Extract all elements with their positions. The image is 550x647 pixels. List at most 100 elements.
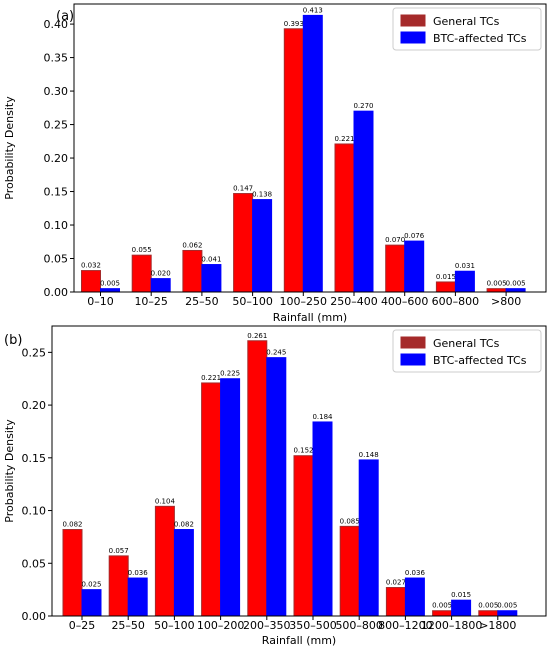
bar-general-7 (385, 587, 406, 617)
bar-value-label: 0.082 (174, 521, 194, 529)
x-tick-label: 600–800 (432, 295, 480, 308)
bar-btc-9 (497, 610, 518, 617)
bar-value-label: 0.225 (220, 370, 240, 378)
x-tick-label: 100–200 (197, 619, 245, 632)
x-tick-label: 50–100 (154, 619, 195, 632)
bar-value-label: 0.005 (432, 602, 452, 610)
bar-value-label: 0.015 (436, 273, 456, 281)
bar-value-label: 0.261 (247, 332, 267, 340)
legend: General TCs BTC-affected TCs (392, 7, 542, 51)
y-tick-label: 0.15 (22, 452, 47, 465)
legend-label-btc: BTC-affected TCs (433, 32, 527, 45)
bar-btc-3 (252, 199, 273, 293)
x-tick-label: >800 (491, 295, 521, 308)
legend-swatch-btc (400, 31, 426, 44)
bar-btc-1 (127, 577, 148, 617)
bar-value-label: 0.005 (100, 280, 120, 288)
legend-label-general: General TCs (433, 15, 500, 28)
bar-btc-6 (358, 459, 379, 617)
bar-value-label: 0.245 (266, 349, 286, 357)
legend-box (392, 7, 542, 51)
y-tick-label: 0.00 (44, 286, 69, 299)
x-tick-label: 500–800 (335, 619, 383, 632)
bar-value-label: 0.184 (312, 413, 333, 421)
bar-btc-5 (312, 421, 333, 617)
plot-frame (73, 3, 547, 293)
x-tick-label: 50–100 (232, 295, 273, 308)
legend-swatch-general (400, 14, 426, 27)
bar-general-1 (131, 254, 152, 293)
bar-btc-2 (173, 529, 194, 617)
bar-general-0 (81, 270, 101, 293)
bar-btc-8 (451, 599, 472, 617)
bar-value-label: 0.085 (340, 517, 360, 525)
y-tick-label: 0.15 (44, 186, 69, 199)
bar-value-label: 0.138 (252, 191, 272, 199)
bar-general-6 (385, 244, 406, 293)
bar-btc-1 (150, 278, 171, 293)
bar-btc-4 (302, 14, 323, 293)
bar-btc-2 (201, 264, 222, 293)
bar-value-label: 0.270 (353, 102, 373, 110)
y-tick-label: 0.00 (22, 610, 47, 623)
bar-btc-6 (404, 240, 425, 293)
bar-general-8 (486, 288, 507, 293)
bar-btc-8 (505, 288, 526, 293)
bar-value-label: 0.032 (81, 262, 101, 270)
legend-label-general: General TCs (433, 337, 500, 350)
legend-label-btc: BTC-affected TCs (433, 354, 527, 367)
y-tick-label: 0.40 (44, 18, 69, 31)
y-tick-label: 0.35 (44, 52, 69, 65)
x-axis-title: Rainfall (mm) (273, 311, 347, 324)
bar-value-label: 0.393 (284, 20, 304, 28)
bar-general-4 (247, 340, 268, 617)
legend-swatch-general (400, 336, 426, 349)
y-axis-title: Probability Density (3, 419, 16, 523)
y-tick-label: 0.10 (22, 505, 47, 518)
bar-general-3 (233, 193, 254, 293)
chart-panel-2: 0.082 0.025 0–25 0.057 0.036 25–50 0.104 0.082 5… (3, 325, 547, 647)
bar-value-label: 0.104 (155, 497, 176, 505)
x-axis-title: Rainfall (mm) (262, 634, 336, 647)
panel-label: (a) (56, 9, 74, 24)
bar-value-label: 0.005 (506, 280, 526, 288)
bar-value-label: 0.041 (201, 256, 221, 264)
bar-general-3 (201, 382, 222, 617)
chart-panel-1: 0.032 0.005 0–10 0.055 0.020 10–25 0.062 0.041 2… (3, 3, 547, 324)
x-tick-label: 1200–1800 (421, 619, 483, 632)
bar-general-5 (293, 455, 314, 617)
x-tick-label: 0–10 (87, 295, 114, 308)
bar-general-6 (339, 525, 360, 617)
y-tick-label: 0.05 (44, 253, 69, 266)
x-tick-label: 200–350 (243, 619, 291, 632)
x-tick-label: 350–500 (289, 619, 337, 632)
y-tick-label: 0.20 (44, 152, 69, 165)
x-tick-label: 250–400 (330, 295, 378, 308)
bar-value-label: 0.070 (385, 236, 405, 244)
bar-btc-0 (100, 288, 120, 293)
bar-general-0 (62, 529, 83, 617)
bar-value-label: 0.036 (405, 569, 426, 577)
bar-value-label: 0.055 (132, 246, 152, 254)
y-tick-label: 0.30 (44, 85, 69, 98)
bar-value-label: 0.062 (182, 241, 202, 249)
x-tick-label: 25–50 (111, 619, 145, 632)
x-tick-label: 25–50 (185, 295, 219, 308)
bar-value-label: 0.015 (451, 591, 471, 599)
bar-value-label: 0.221 (201, 374, 221, 382)
plot-frame (51, 325, 547, 617)
bar-value-label: 0.057 (109, 547, 129, 555)
legend-box (392, 329, 542, 373)
bar-general-7 (435, 281, 456, 293)
bar-general-1 (108, 555, 129, 617)
panel-label: (b) (4, 333, 22, 348)
x-tick-label: 0–25 (69, 619, 96, 632)
x-tick-label: 800–1200 (378, 619, 433, 632)
y-tick-label: 0.25 (22, 346, 47, 359)
x-tick-label: 400–600 (381, 295, 429, 308)
bar-value-label: 0.005 (497, 602, 517, 610)
bar-btc-5 (353, 110, 374, 293)
bar-general-8 (432, 610, 453, 617)
